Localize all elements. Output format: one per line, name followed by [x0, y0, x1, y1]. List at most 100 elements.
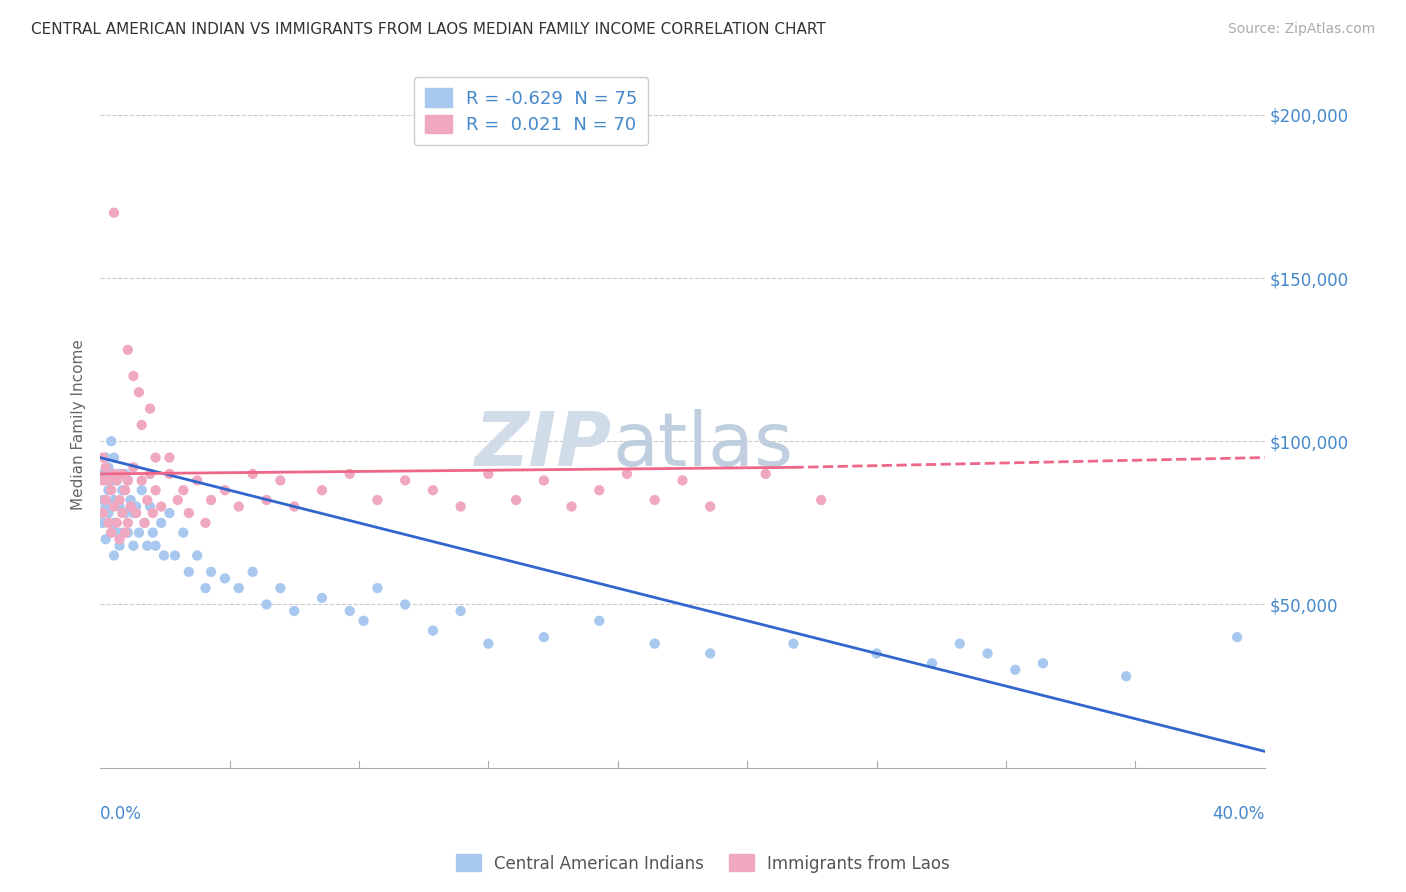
- Point: [134, 516, 156, 530]
- Point: [114, 483, 136, 498]
- Point: [91, 493, 114, 508]
- Point: [139, 467, 162, 481]
- Point: [228, 500, 250, 514]
- Point: [122, 460, 145, 475]
- Point: [311, 591, 333, 605]
- Point: [111, 467, 134, 481]
- Text: CENTRAL AMERICAN INDIAN VS IMMIGRANTS FROM LAOS MEDIAN FAMILY INCOME CORRELATION: CENTRAL AMERICAN INDIAN VS IMMIGRANTS FR…: [31, 22, 825, 37]
- Point: [921, 657, 943, 671]
- Point: [394, 474, 416, 488]
- Point: [172, 483, 194, 498]
- Point: [353, 614, 375, 628]
- Point: [477, 467, 499, 481]
- Point: [142, 525, 165, 540]
- Point: [94, 493, 117, 508]
- Point: [103, 516, 125, 530]
- Point: [125, 506, 148, 520]
- Point: [150, 516, 173, 530]
- Point: [108, 493, 131, 508]
- Point: [97, 516, 120, 530]
- Point: [228, 581, 250, 595]
- Point: [131, 483, 153, 498]
- Point: [616, 467, 638, 481]
- Point: [159, 450, 181, 465]
- Point: [256, 598, 278, 612]
- Point: [450, 604, 472, 618]
- Point: [172, 525, 194, 540]
- Point: [94, 532, 117, 546]
- Point: [976, 647, 998, 661]
- Point: [91, 450, 114, 465]
- Point: [91, 506, 114, 520]
- Point: [269, 474, 291, 488]
- Point: [366, 581, 388, 595]
- Point: [114, 525, 136, 540]
- Point: [122, 506, 145, 520]
- Point: [949, 637, 972, 651]
- Point: [150, 500, 173, 514]
- Point: [477, 637, 499, 651]
- Point: [145, 483, 167, 498]
- Point: [1115, 669, 1137, 683]
- Point: [100, 434, 122, 449]
- Point: [166, 493, 188, 508]
- Point: [214, 483, 236, 498]
- Point: [94, 500, 117, 514]
- Point: [103, 450, 125, 465]
- Point: [117, 516, 139, 530]
- Point: [242, 467, 264, 481]
- Point: [339, 604, 361, 618]
- Point: [269, 581, 291, 595]
- Point: [394, 598, 416, 612]
- Point: [122, 368, 145, 383]
- Point: [100, 474, 122, 488]
- Point: [117, 525, 139, 540]
- Point: [136, 539, 159, 553]
- Point: [108, 500, 131, 514]
- Point: [163, 549, 186, 563]
- Point: [117, 343, 139, 357]
- Point: [256, 493, 278, 508]
- Point: [810, 493, 832, 508]
- Point: [142, 506, 165, 520]
- Point: [699, 500, 721, 514]
- Point: [100, 483, 122, 498]
- Text: 40.0%: 40.0%: [1212, 805, 1265, 823]
- Point: [153, 549, 176, 563]
- Point: [671, 474, 693, 488]
- Text: ZIP: ZIP: [475, 409, 613, 482]
- Point: [755, 467, 778, 481]
- Point: [117, 474, 139, 488]
- Point: [105, 525, 128, 540]
- Point: [194, 516, 217, 530]
- Point: [100, 525, 122, 540]
- Point: [97, 474, 120, 488]
- Point: [134, 516, 156, 530]
- Point: [128, 385, 150, 400]
- Legend: Central American Indians, Immigrants from Laos: Central American Indians, Immigrants fro…: [449, 847, 957, 880]
- Point: [214, 571, 236, 585]
- Point: [103, 549, 125, 563]
- Point: [97, 460, 120, 475]
- Point: [111, 506, 134, 520]
- Point: [122, 539, 145, 553]
- Point: [145, 539, 167, 553]
- Point: [120, 493, 142, 508]
- Point: [111, 525, 134, 540]
- Point: [1226, 630, 1249, 644]
- Point: [111, 483, 134, 498]
- Point: [91, 474, 114, 488]
- Point: [139, 401, 162, 416]
- Point: [125, 500, 148, 514]
- Legend: R = -0.629  N = 75, R =  0.021  N = 70: R = -0.629 N = 75, R = 0.021 N = 70: [413, 78, 648, 145]
- Point: [108, 467, 131, 481]
- Point: [145, 450, 167, 465]
- Point: [120, 500, 142, 514]
- Text: atlas: atlas: [613, 409, 793, 482]
- Point: [91, 516, 114, 530]
- Point: [200, 493, 222, 508]
- Point: [533, 630, 555, 644]
- Point: [91, 467, 114, 481]
- Point: [114, 467, 136, 481]
- Point: [111, 10, 134, 24]
